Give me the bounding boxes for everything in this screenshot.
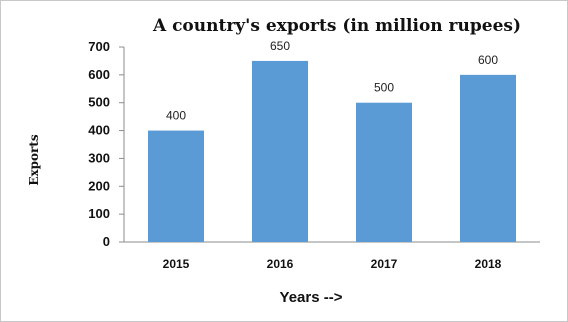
y-tick-label: 700 [88,39,110,54]
y-tick-label: 100 [88,206,110,221]
bar-2017 [356,102,412,242]
x-tick-label: 2016 [267,257,294,271]
data-label-2018: 600 [478,53,498,67]
bar-2015 [148,130,204,242]
chart-title: A country's exports (in million rupees) [152,16,521,36]
bar-2018 [460,74,516,242]
data-label-2016: 650 [270,39,290,53]
x-axis-label: Years --> [280,289,343,306]
y-tick-label: 600 [88,67,110,82]
plot-area: 0 100 200 300 400 500 600 700 400 2015 650 2016 500 2… [88,39,540,271]
y-tick-label: 200 [88,178,110,193]
x-tick-label: 2018 [475,257,502,271]
x-tick-label: 2015 [163,257,190,271]
y-axis-label: Exports [27,134,41,186]
y-tick-label: 500 [88,95,110,110]
data-label-2015: 400 [166,109,186,123]
x-tick-label: 2017 [371,257,398,271]
y-tick-label: 0 [103,234,110,249]
y-tick-label: 300 [88,150,110,165]
data-label-2017: 500 [374,81,394,95]
bar-2016 [252,60,308,242]
y-tick-label: 400 [88,123,110,138]
